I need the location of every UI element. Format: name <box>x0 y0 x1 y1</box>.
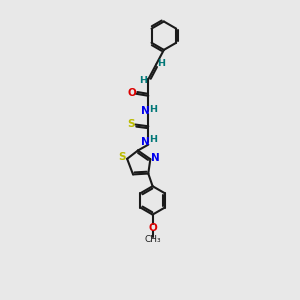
Text: N: N <box>141 136 149 146</box>
Text: H: H <box>149 135 157 144</box>
Text: S: S <box>128 119 135 129</box>
Text: CH₃: CH₃ <box>144 235 161 244</box>
Text: H: H <box>149 105 157 114</box>
Text: N: N <box>141 106 149 116</box>
Text: S: S <box>118 152 126 162</box>
Text: H: H <box>139 76 147 85</box>
Text: H: H <box>158 59 166 68</box>
Text: N: N <box>151 153 160 163</box>
Text: O: O <box>148 223 157 233</box>
Text: O: O <box>128 88 136 98</box>
